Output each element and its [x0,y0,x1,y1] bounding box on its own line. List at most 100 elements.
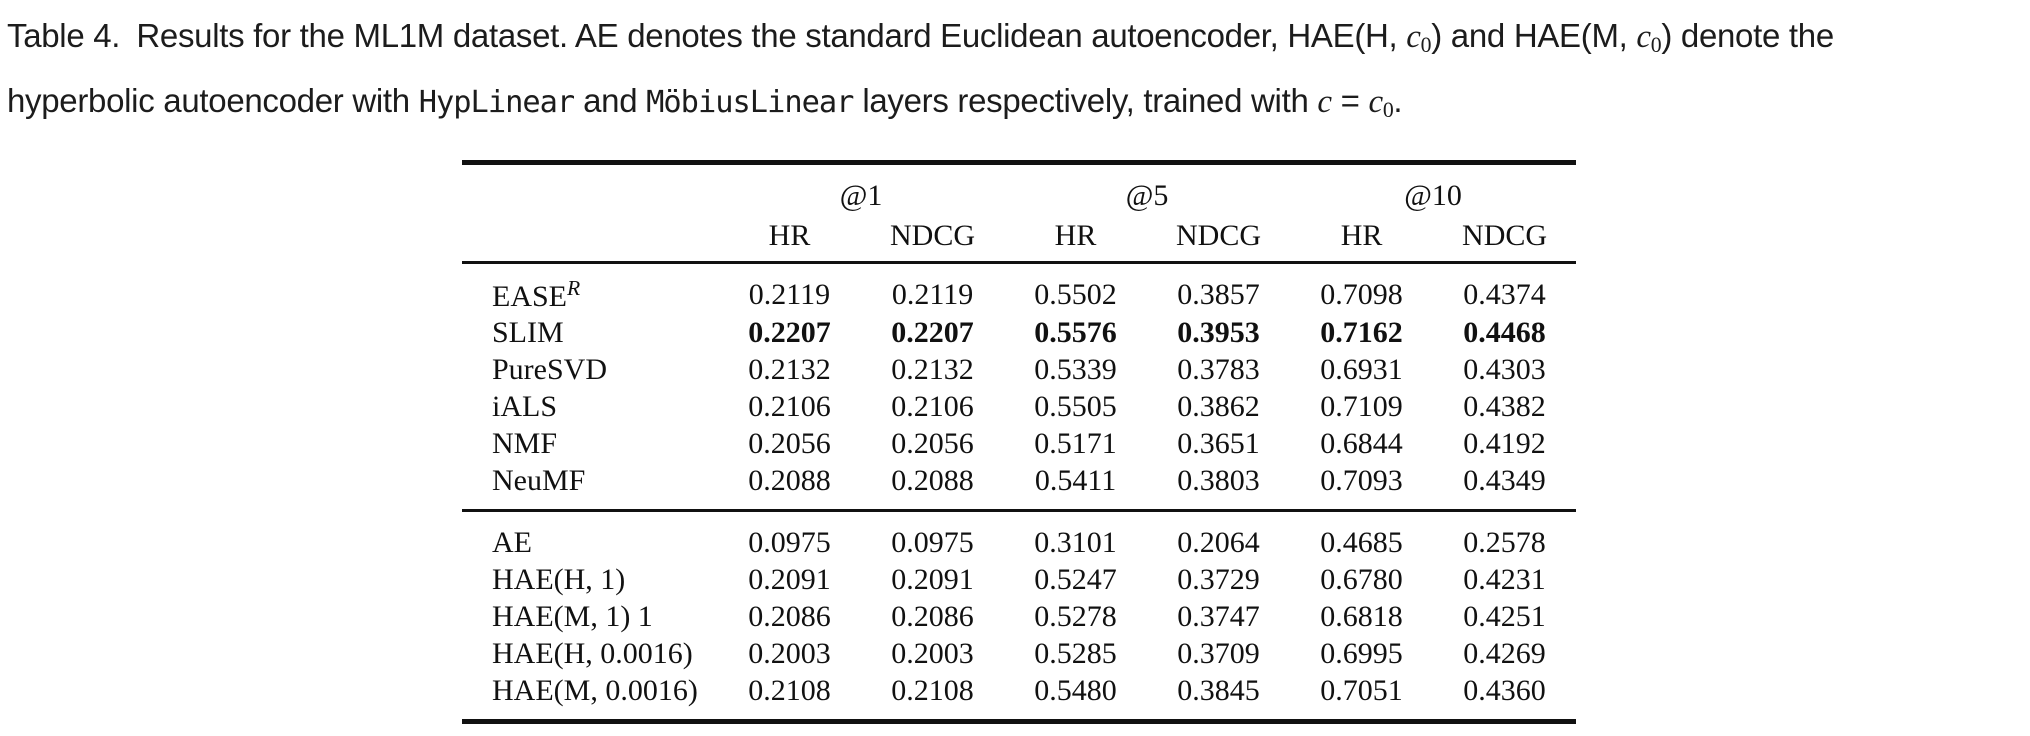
caption-text: c [1406,19,1421,55]
metric-value: 0.4468 [1463,315,1546,349]
caption-text: MöbiusLinear [646,85,854,121]
metric-value: 0.5576 [1034,315,1117,349]
row-label-text: HAE(M, 1) 1 [492,599,653,633]
table-row: NMF 0.2056 0.2056 0.5171 0.3651 0.6844 0.4192 [462,425,1576,462]
row-label-text: PureSVD [492,352,608,386]
metric-value: 0.2091 [891,562,974,596]
row-label: SLIM [462,314,718,351]
metric-value: 0.6844 [1320,426,1403,460]
metric-value: 0.4231 [1463,562,1546,596]
row-label-text: HAE(H, 1) [492,562,626,596]
metric-value: 0.4192 [1463,426,1546,460]
metric-value: 0.2106 [748,389,831,423]
metric-value: 0.2088 [891,463,974,497]
row-label-superscript: R [567,276,581,300]
row-label: NMF [462,425,718,462]
column-header-row: HR NDCG HR NDCG HR NDCG [462,217,1576,263]
caption-text: ) and HAE(M, [1431,17,1637,54]
metric-value: 0.2056 [748,426,831,460]
caption-text: layers respectively, trained with [853,82,1318,120]
metric-value: 0.5480 [1034,673,1117,707]
metric-value: 0.4360 [1463,673,1546,707]
metric-value: 0.2091 [748,562,831,596]
metric-value: 0.2207 [748,315,831,349]
table-row: HAE(M, 0.0016) 0.2108 0.2108 0.5480 0.3845 0.… [462,672,1576,722]
row-label: HAE(M, 0.0016) [462,672,718,722]
row-label: EASER [462,263,718,315]
group-header-row: @1 @5 @10 [462,163,1576,218]
row-label-text: HAE(M, 0.0016) [492,673,698,707]
corner-cell [462,163,718,218]
caption-line-2: hyperbolic autoencoder with HypLinear an… [7,73,2028,138]
group-header-at5: @5 [1125,179,1169,212]
metric-value: 0.6818 [1320,599,1403,633]
caption-text: c [1368,84,1383,121]
row-label-text: SLIM [492,315,564,349]
metric-value: 0.2003 [891,636,974,670]
results-table: @1 @5 @10 HR NDCG HR NDCG HR NDCG EASER 0.2119 0.2… [462,160,1577,724]
metric-value: 0.6931 [1320,352,1403,386]
column-header-hr-4: HR [1340,219,1383,252]
table-row: HAE(H, 0.0016) 0.2003 0.2003 0.5285 0.3709 0.… [462,635,1576,672]
metric-value: 0.2003 [748,636,831,670]
table-row: PureSVD 0.2132 0.2132 0.5339 0.3783 0.6931 0.4… [462,351,1576,388]
caption-text: Table 4. Results for the ML1M dataset. A… [7,17,1407,54]
caption-text: . [1393,82,1403,120]
row-label-text: EASE [492,280,567,313]
row-label: NeuMF [462,462,718,511]
corner-cell [462,217,718,263]
metric-value: 0.5285 [1034,636,1117,670]
caption-text: hyperbolic autoencoder with [7,82,419,120]
metric-value: 0.3803 [1177,463,1260,497]
column-header-ndcg-5: NDCG [1462,219,1548,252]
metric-value: 0.7051 [1320,673,1403,707]
table-row: AE 0.0975 0.0975 0.3101 0.2064 0.4685 0.2578 [462,511,1576,562]
metric-value: 0.4382 [1463,389,1546,423]
metric-value: 0.5247 [1034,562,1117,596]
metric-value: 0.2064 [1177,525,1260,559]
metric-value: 0.7162 [1320,315,1403,349]
metric-value: 0.3101 [1034,525,1117,559]
metric-value: 0.3862 [1177,389,1260,423]
metric-value: 0.3747 [1177,599,1260,633]
metric-value: 0.4685 [1320,525,1403,559]
metric-value: 0.2088 [748,463,831,497]
column-header-ndcg-1: NDCG [890,219,976,252]
metric-value: 0.3845 [1177,673,1260,707]
table-caption: Table 4. Results for the ML1M dataset. A… [7,8,2028,138]
metric-value: 0.4251 [1463,599,1546,633]
metric-value: 0.0975 [748,525,831,559]
table-section-2: AE 0.0975 0.0975 0.3101 0.2064 0.4685 0.2578 HA… [462,510,1577,722]
column-header-hr-0: HR [768,219,811,252]
metric-value: 0.7109 [1320,389,1403,423]
row-label: iALS [462,388,718,425]
metric-value: 0.4303 [1463,352,1546,386]
caption-text: 0 [1420,33,1432,58]
metric-value: 0.2207 [891,315,974,349]
caption-text: ) denote the [1661,17,1834,54]
row-label-text: NMF [492,426,558,460]
metric-value: 0.5502 [1034,278,1117,311]
table-row: NeuMF 0.2088 0.2088 0.5411 0.3803 0.7093 0.434… [462,462,1576,511]
metric-value: 0.5171 [1034,426,1117,460]
caption-text: = [1331,82,1369,120]
metric-value: 0.2108 [891,673,974,707]
row-label-text: iALS [492,389,558,423]
metric-value: 0.4349 [1463,463,1546,497]
row-label-text: HAE(H, 0.0016) [492,636,693,670]
metric-value: 0.7098 [1320,278,1403,311]
metric-value: 0.2108 [748,673,831,707]
caption-text: c [1636,19,1651,55]
table-section-1: EASER 0.2119 0.2119 0.5502 0.3857 0.7098 0.437… [462,263,1576,511]
row-label: AE [462,511,718,562]
table-row: HAE(H, 1) 0.2091 0.2091 0.5247 0.3729 0.6780 0… [462,561,1576,598]
metric-value: 0.2119 [891,278,974,311]
metric-value: 0.6995 [1320,636,1403,670]
row-label-text: AE [492,525,532,559]
metric-value: 0.2106 [891,389,974,423]
metric-value: 0.2086 [891,599,974,633]
results-table-wrap: @1 @5 @10 HR NDCG HR NDCG HR NDCG EASER 0.2119 0.2… [462,160,1577,724]
metric-value: 0.4374 [1463,278,1546,311]
row-label: HAE(M, 1) 1 [462,598,718,635]
